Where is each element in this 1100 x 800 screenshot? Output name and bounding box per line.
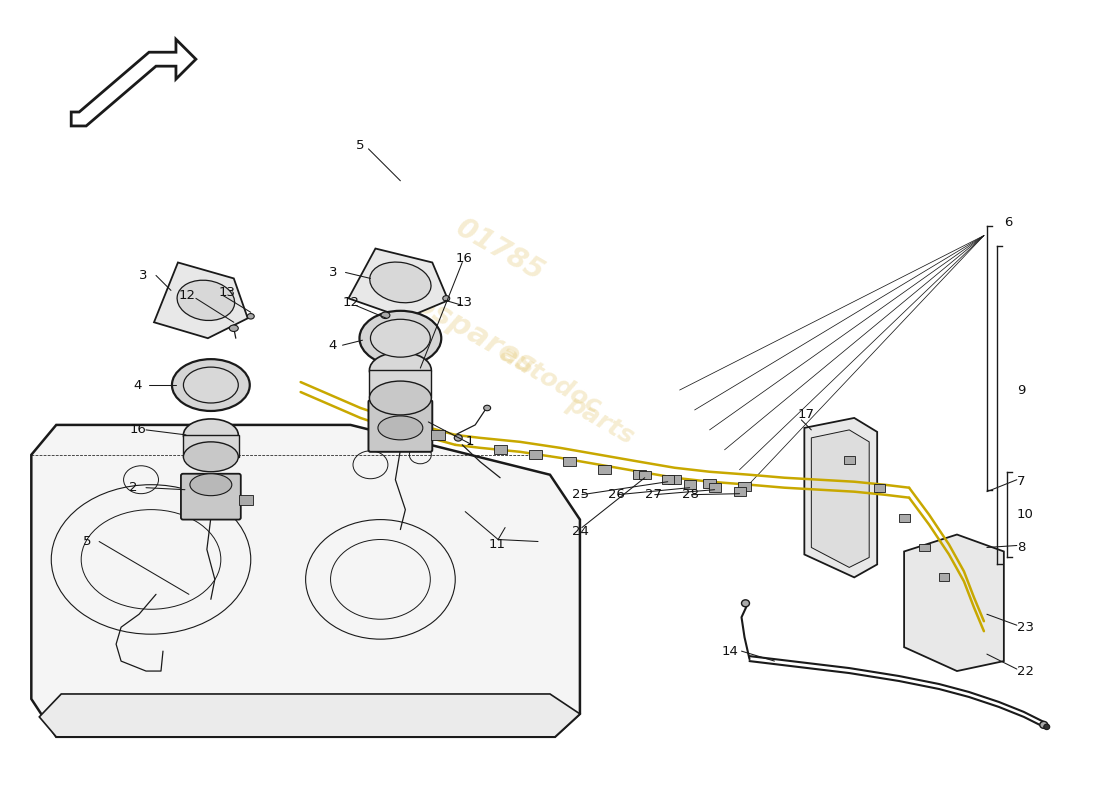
Text: 13: 13 bbox=[455, 296, 472, 309]
Bar bbox=[684, 481, 695, 489]
Text: 5: 5 bbox=[355, 139, 364, 152]
Text: 23: 23 bbox=[1016, 621, 1034, 634]
Ellipse shape bbox=[454, 434, 462, 441]
Bar bbox=[563, 458, 576, 466]
Bar bbox=[873, 484, 884, 492]
Text: 1: 1 bbox=[465, 435, 474, 448]
Text: 9: 9 bbox=[1016, 383, 1025, 397]
Polygon shape bbox=[31, 425, 580, 737]
Text: 14: 14 bbox=[722, 645, 738, 658]
Polygon shape bbox=[812, 430, 869, 567]
Ellipse shape bbox=[190, 474, 232, 496]
Ellipse shape bbox=[248, 314, 254, 319]
Text: 24: 24 bbox=[572, 525, 588, 538]
Ellipse shape bbox=[360, 311, 441, 366]
Ellipse shape bbox=[370, 381, 431, 415]
Bar bbox=[668, 475, 681, 484]
Ellipse shape bbox=[172, 359, 250, 411]
Ellipse shape bbox=[1044, 724, 1049, 730]
Polygon shape bbox=[804, 418, 877, 578]
Bar bbox=[634, 470, 647, 479]
Polygon shape bbox=[72, 39, 196, 126]
Text: 5: 5 bbox=[84, 535, 91, 548]
Text: 7: 7 bbox=[1016, 475, 1025, 488]
Text: 4: 4 bbox=[329, 338, 337, 352]
Bar bbox=[734, 487, 746, 496]
Text: 25: 25 bbox=[572, 488, 588, 501]
Ellipse shape bbox=[741, 600, 749, 606]
Ellipse shape bbox=[184, 367, 239, 403]
Bar bbox=[938, 574, 949, 582]
Polygon shape bbox=[904, 534, 1004, 671]
Text: 6: 6 bbox=[1004, 216, 1012, 229]
Text: 28: 28 bbox=[682, 488, 698, 501]
Text: 16: 16 bbox=[455, 252, 472, 265]
Text: 2: 2 bbox=[129, 481, 138, 494]
Bar bbox=[738, 482, 751, 491]
Ellipse shape bbox=[484, 406, 491, 410]
FancyBboxPatch shape bbox=[368, 400, 432, 452]
Text: 17: 17 bbox=[798, 409, 814, 422]
Polygon shape bbox=[349, 249, 449, 318]
Ellipse shape bbox=[443, 296, 450, 301]
Ellipse shape bbox=[378, 416, 422, 440]
Text: parts: parts bbox=[562, 391, 638, 449]
Polygon shape bbox=[154, 262, 248, 338]
Text: eurospares: eurospares bbox=[360, 259, 541, 381]
Text: 26: 26 bbox=[608, 488, 625, 501]
Text: 13: 13 bbox=[219, 286, 235, 299]
Text: autodoc: autodoc bbox=[495, 342, 605, 419]
Text: 8: 8 bbox=[1016, 541, 1025, 554]
Polygon shape bbox=[370, 370, 431, 398]
Text: 4: 4 bbox=[133, 378, 142, 391]
Ellipse shape bbox=[381, 312, 389, 318]
Ellipse shape bbox=[371, 319, 430, 357]
Polygon shape bbox=[183, 435, 239, 457]
Bar bbox=[918, 543, 930, 551]
Bar bbox=[662, 475, 673, 484]
Text: 10: 10 bbox=[1016, 508, 1034, 521]
Ellipse shape bbox=[370, 352, 431, 388]
Bar bbox=[703, 479, 716, 488]
Ellipse shape bbox=[177, 280, 234, 321]
Bar bbox=[494, 446, 507, 454]
Polygon shape bbox=[40, 694, 580, 737]
Text: 3: 3 bbox=[139, 269, 147, 282]
Text: 3: 3 bbox=[329, 266, 337, 279]
FancyBboxPatch shape bbox=[180, 474, 241, 519]
Bar bbox=[598, 466, 612, 474]
Text: 11: 11 bbox=[488, 538, 505, 551]
Bar bbox=[639, 470, 651, 479]
Ellipse shape bbox=[229, 325, 239, 331]
Text: 16: 16 bbox=[129, 423, 146, 436]
Ellipse shape bbox=[370, 262, 431, 302]
Ellipse shape bbox=[1040, 722, 1047, 728]
Text: 12: 12 bbox=[179, 289, 196, 302]
Bar bbox=[844, 456, 855, 464]
Ellipse shape bbox=[184, 419, 239, 451]
Bar bbox=[239, 494, 253, 505]
Bar bbox=[431, 430, 446, 440]
Bar bbox=[529, 450, 541, 459]
Text: 22: 22 bbox=[1016, 665, 1034, 678]
Ellipse shape bbox=[184, 442, 239, 472]
Text: 01785: 01785 bbox=[451, 214, 549, 286]
Bar bbox=[899, 514, 910, 522]
Bar bbox=[708, 483, 720, 492]
Text: 12: 12 bbox=[342, 296, 360, 309]
Text: 27: 27 bbox=[645, 488, 662, 501]
